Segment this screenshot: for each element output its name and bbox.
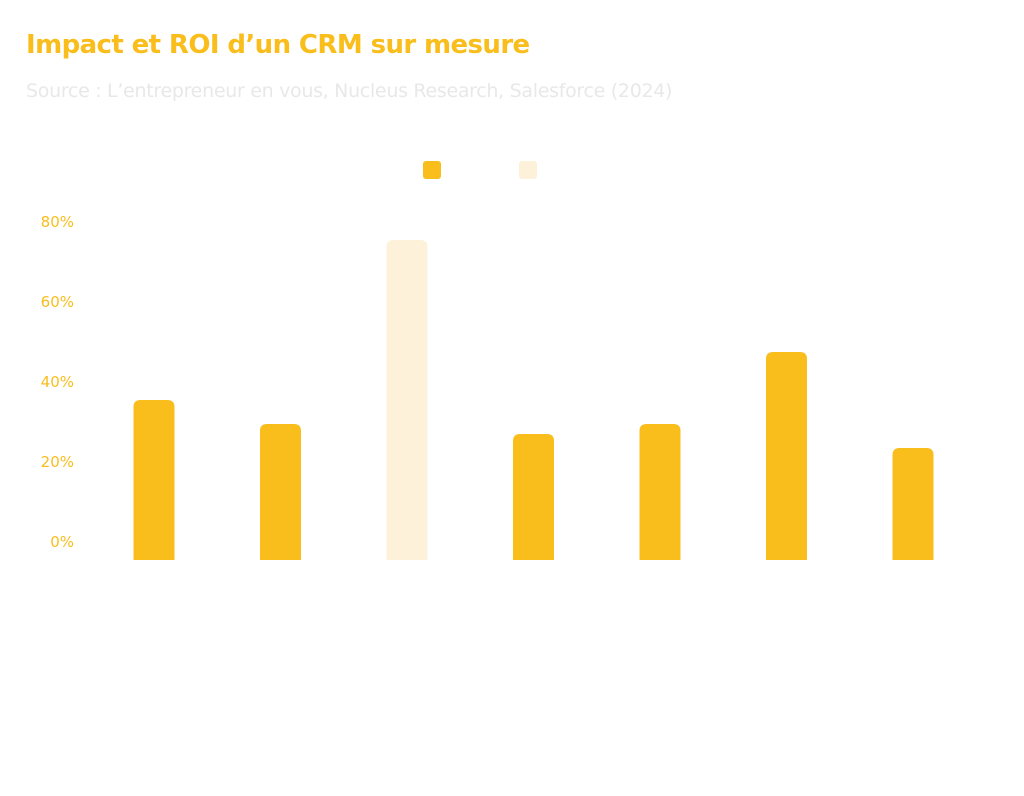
y-tick-label: 40% — [41, 373, 74, 391]
y-tick-label: 0% — [50, 533, 74, 551]
y-tick-label: 20% — [41, 453, 74, 471]
legend-swatch-1 — [423, 161, 441, 179]
bar-7 — [892, 448, 934, 560]
chart-title: Impact et ROI d’un CRM sur mesure — [26, 30, 530, 60]
y-axis: 0% 20% 40% 60% 80% — [41, 213, 74, 551]
bar-3 — [386, 240, 428, 560]
legend — [423, 161, 537, 179]
bar-4 — [513, 434, 554, 560]
bar-2 — [260, 424, 301, 560]
bar-5 — [639, 424, 681, 560]
y-tick-label: 60% — [41, 293, 74, 311]
chart-subtitle: Source : L’entrepreneur en vous, Nucleus… — [26, 80, 673, 102]
y-tick-label: 80% — [41, 213, 74, 231]
legend-swatch-2 — [519, 161, 537, 179]
bar-1 — [133, 400, 175, 560]
bar-6 — [766, 352, 807, 560]
bars — [133, 240, 934, 560]
